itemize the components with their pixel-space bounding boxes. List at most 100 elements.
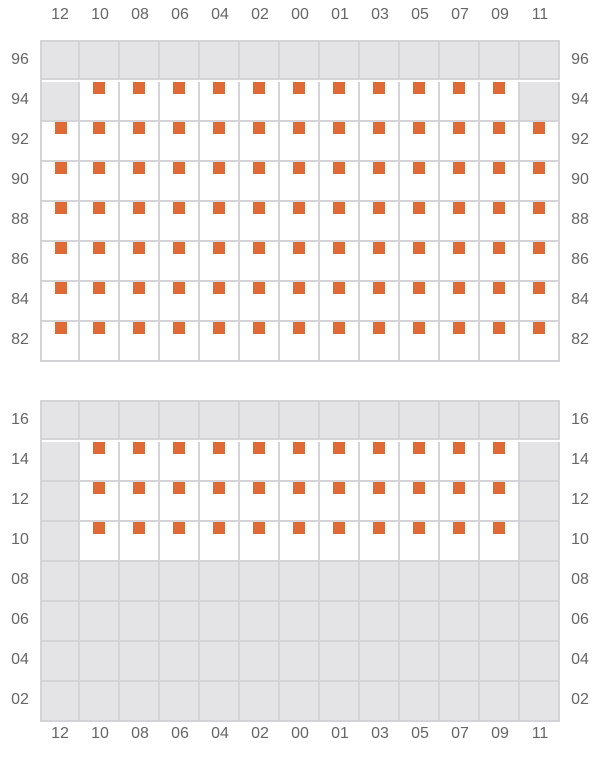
seat-cell[interactable] xyxy=(440,322,480,362)
seat-cell[interactable] xyxy=(480,122,520,162)
seat-cell[interactable] xyxy=(200,162,240,202)
seat-cell[interactable] xyxy=(240,522,280,562)
available-seat[interactable] xyxy=(373,322,385,334)
seat-cell[interactable] xyxy=(520,122,560,162)
available-seat[interactable] xyxy=(213,162,225,174)
available-seat[interactable] xyxy=(93,162,105,174)
seat-cell[interactable] xyxy=(320,202,360,242)
seat-cell[interactable] xyxy=(280,202,320,242)
available-seat[interactable] xyxy=(533,162,545,174)
available-seat[interactable] xyxy=(93,522,105,534)
available-seat[interactable] xyxy=(55,282,67,294)
available-seat[interactable] xyxy=(413,322,425,334)
seat-cell[interactable] xyxy=(520,202,560,242)
available-seat[interactable] xyxy=(133,322,145,334)
seat-cell[interactable] xyxy=(200,82,240,122)
seat-cell[interactable] xyxy=(80,162,120,202)
seat-cell[interactable] xyxy=(320,442,360,482)
seat-cell[interactable] xyxy=(200,482,240,522)
available-seat[interactable] xyxy=(253,122,265,134)
seat-cell[interactable] xyxy=(120,522,160,562)
seat-cell[interactable] xyxy=(80,82,120,122)
seat-cell[interactable] xyxy=(120,122,160,162)
seat-cell[interactable] xyxy=(120,202,160,242)
available-seat[interactable] xyxy=(213,522,225,534)
available-seat[interactable] xyxy=(133,82,145,94)
seat-cell[interactable] xyxy=(280,522,320,562)
seat-cell[interactable] xyxy=(440,82,480,122)
available-seat[interactable] xyxy=(493,82,505,94)
available-seat[interactable] xyxy=(373,482,385,494)
seat-cell[interactable] xyxy=(320,322,360,362)
available-seat[interactable] xyxy=(333,442,345,454)
available-seat[interactable] xyxy=(213,122,225,134)
available-seat[interactable] xyxy=(173,242,185,254)
available-seat[interactable] xyxy=(413,82,425,94)
seat-cell[interactable] xyxy=(200,522,240,562)
seat-cell[interactable] xyxy=(440,202,480,242)
available-seat[interactable] xyxy=(213,82,225,94)
available-seat[interactable] xyxy=(333,322,345,334)
available-seat[interactable] xyxy=(333,242,345,254)
available-seat[interactable] xyxy=(413,522,425,534)
seat-cell[interactable] xyxy=(480,282,520,322)
available-seat[interactable] xyxy=(453,522,465,534)
seat-cell[interactable] xyxy=(240,442,280,482)
seat-cell[interactable] xyxy=(80,482,120,522)
available-seat[interactable] xyxy=(133,442,145,454)
available-seat[interactable] xyxy=(333,482,345,494)
seat-cell[interactable] xyxy=(280,162,320,202)
seat-cell[interactable] xyxy=(42,202,80,242)
seat-cell[interactable] xyxy=(42,322,80,362)
seat-cell[interactable] xyxy=(280,242,320,282)
seat-cell[interactable] xyxy=(360,282,400,322)
available-seat[interactable] xyxy=(93,202,105,214)
seat-cell[interactable] xyxy=(320,242,360,282)
available-seat[interactable] xyxy=(453,282,465,294)
available-seat[interactable] xyxy=(133,282,145,294)
seat-cell[interactable] xyxy=(360,522,400,562)
available-seat[interactable] xyxy=(173,122,185,134)
seat-cell[interactable] xyxy=(240,122,280,162)
available-seat[interactable] xyxy=(173,482,185,494)
seat-cell[interactable] xyxy=(240,482,280,522)
seat-cell[interactable] xyxy=(440,282,480,322)
available-seat[interactable] xyxy=(493,162,505,174)
available-seat[interactable] xyxy=(55,162,67,174)
seat-cell[interactable] xyxy=(360,442,400,482)
seat-cell[interactable] xyxy=(120,82,160,122)
seat-cell[interactable] xyxy=(480,442,520,482)
seat-cell[interactable] xyxy=(240,202,280,242)
available-seat[interactable] xyxy=(413,122,425,134)
available-seat[interactable] xyxy=(373,122,385,134)
available-seat[interactable] xyxy=(133,522,145,534)
available-seat[interactable] xyxy=(333,522,345,534)
seat-cell[interactable] xyxy=(160,522,200,562)
available-seat[interactable] xyxy=(493,122,505,134)
available-seat[interactable] xyxy=(93,122,105,134)
available-seat[interactable] xyxy=(413,282,425,294)
available-seat[interactable] xyxy=(293,522,305,534)
seat-cell[interactable] xyxy=(320,482,360,522)
seat-cell[interactable] xyxy=(520,242,560,282)
seat-cell[interactable] xyxy=(400,122,440,162)
available-seat[interactable] xyxy=(173,442,185,454)
seat-cell[interactable] xyxy=(480,242,520,282)
seat-cell[interactable] xyxy=(400,202,440,242)
seat-cell[interactable] xyxy=(440,482,480,522)
available-seat[interactable] xyxy=(373,522,385,534)
available-seat[interactable] xyxy=(493,282,505,294)
seat-cell[interactable] xyxy=(42,162,80,202)
seat-cell[interactable] xyxy=(120,242,160,282)
seat-cell[interactable] xyxy=(240,322,280,362)
available-seat[interactable] xyxy=(373,442,385,454)
available-seat[interactable] xyxy=(493,202,505,214)
available-seat[interactable] xyxy=(293,482,305,494)
available-seat[interactable] xyxy=(453,442,465,454)
seat-cell[interactable] xyxy=(200,322,240,362)
available-seat[interactable] xyxy=(493,242,505,254)
available-seat[interactable] xyxy=(293,122,305,134)
available-seat[interactable] xyxy=(253,482,265,494)
available-seat[interactable] xyxy=(333,282,345,294)
available-seat[interactable] xyxy=(93,482,105,494)
